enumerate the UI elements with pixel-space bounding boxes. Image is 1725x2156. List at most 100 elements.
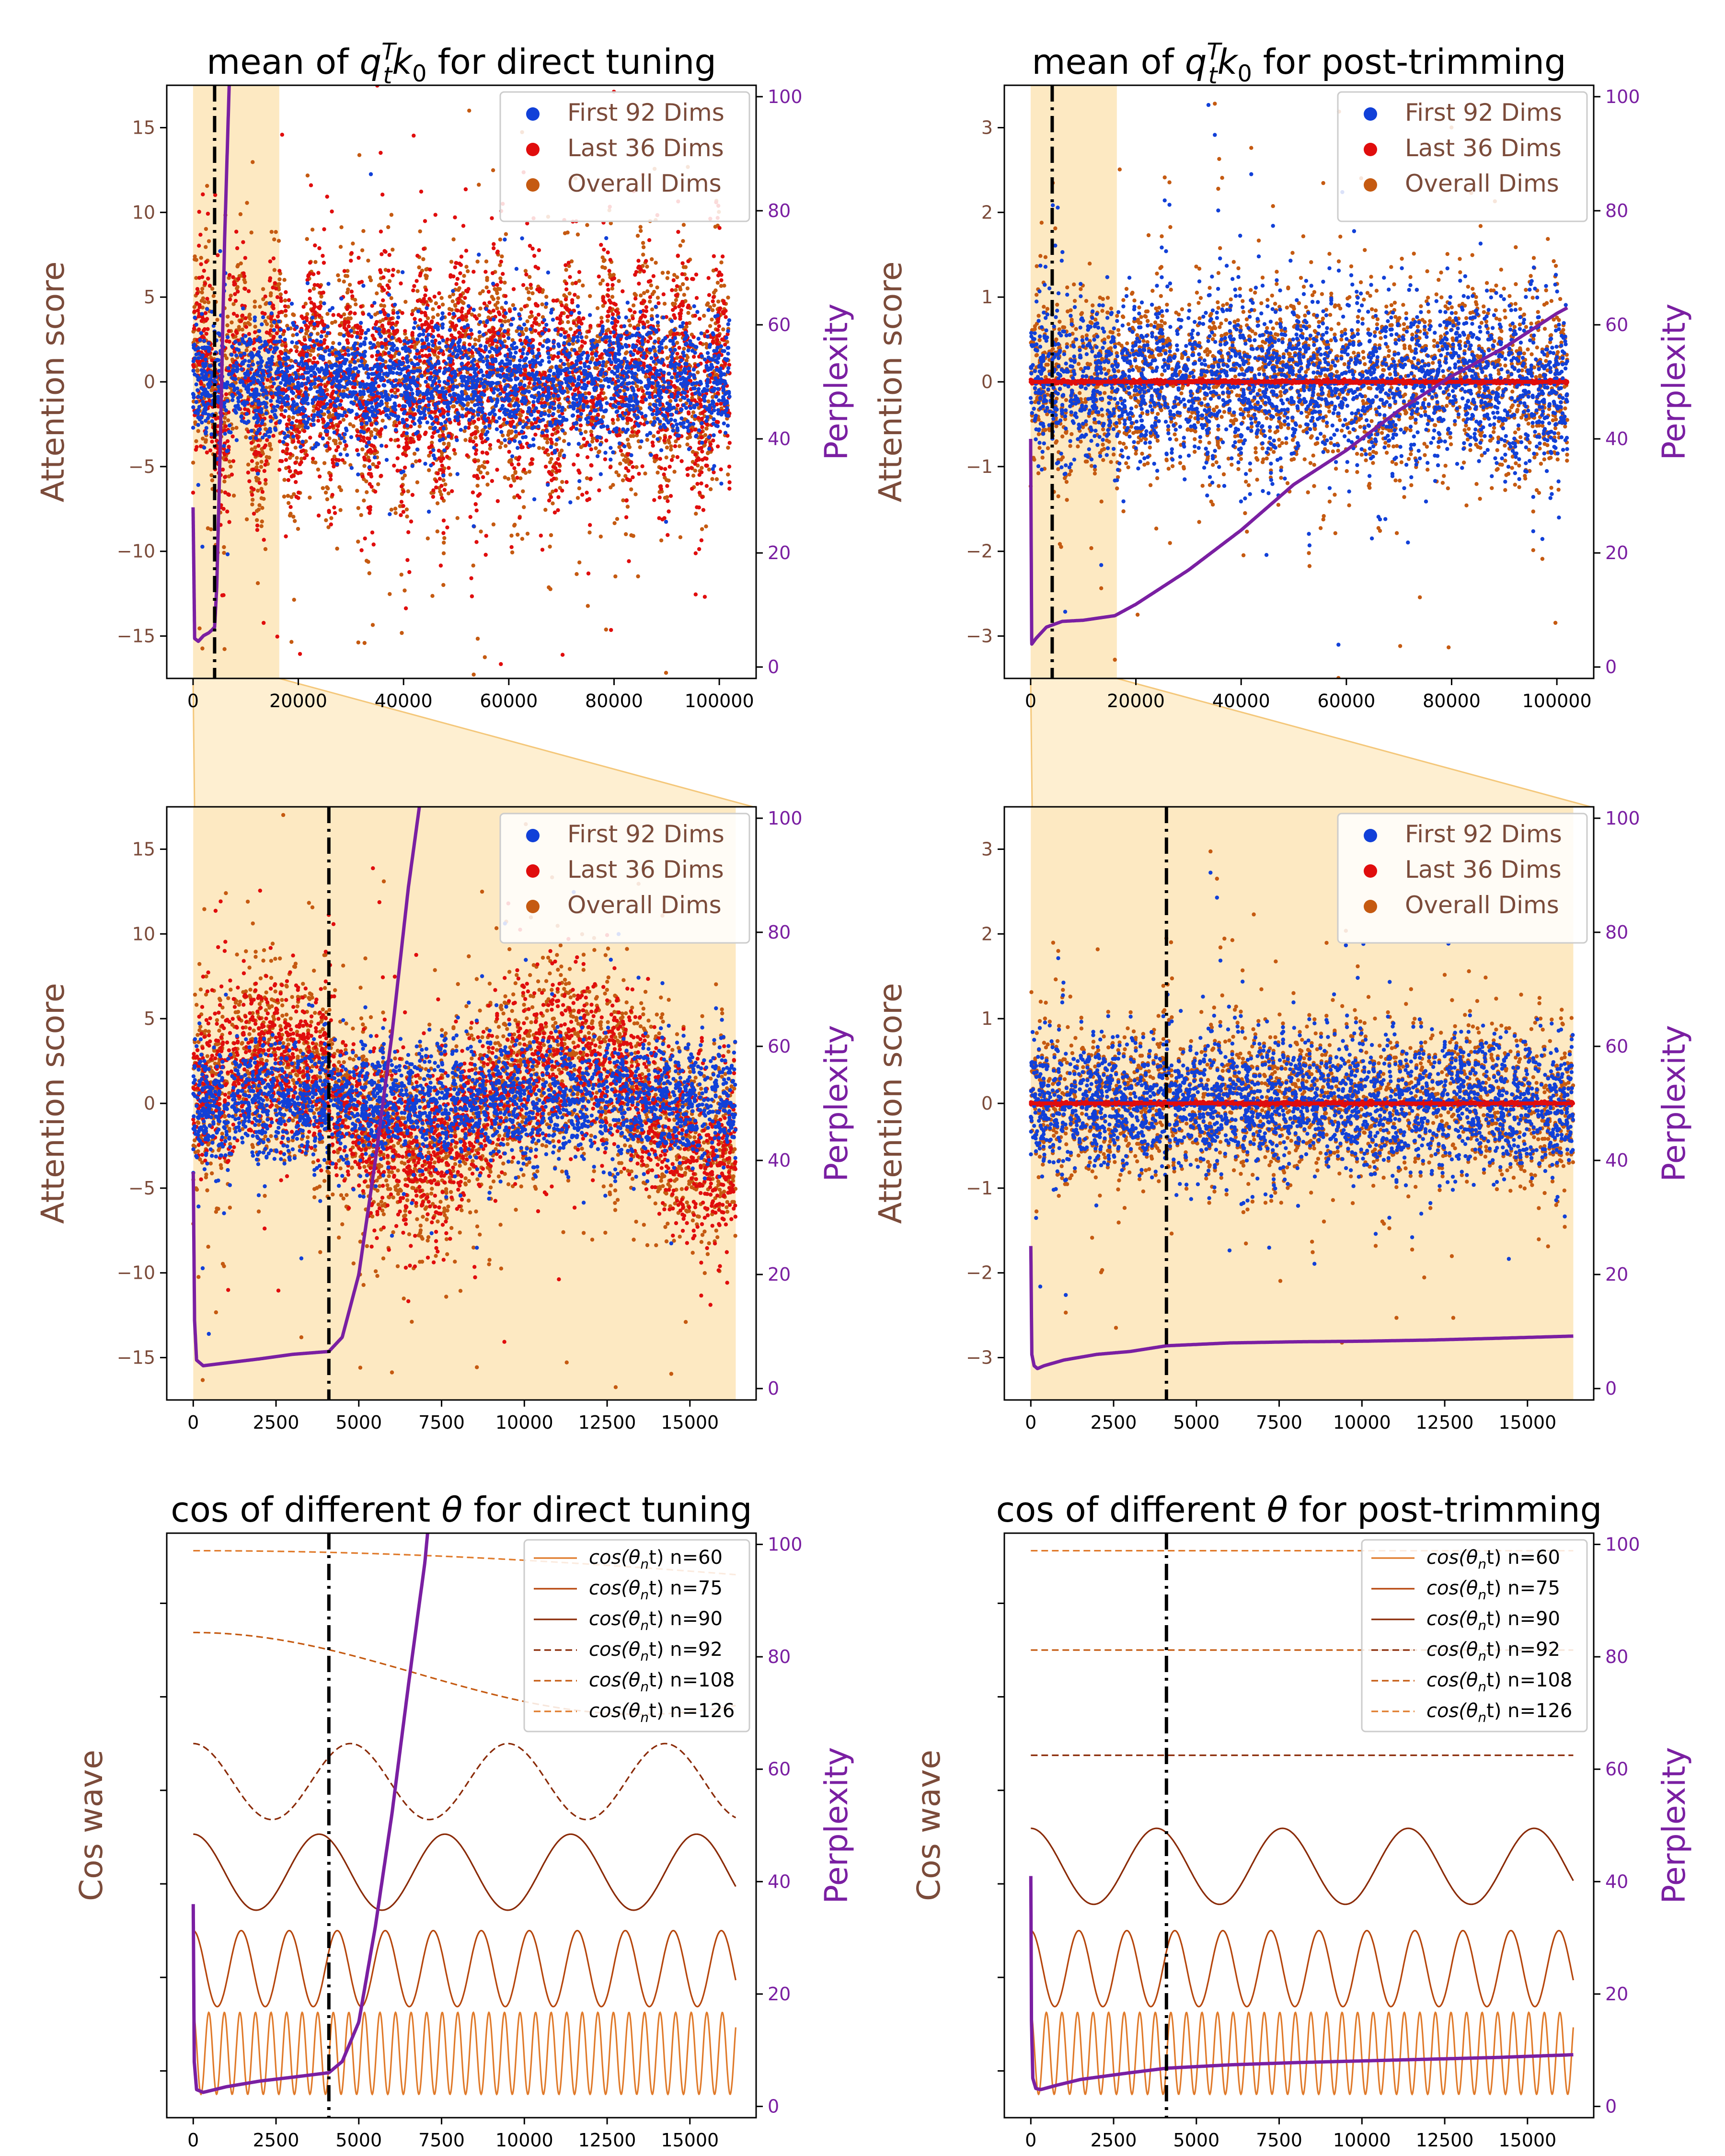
- point-last-36: [608, 465, 613, 470]
- point-last-36: [205, 450, 209, 455]
- point-last-36: [332, 464, 336, 469]
- point-overall: [396, 269, 401, 274]
- point-overall: [585, 223, 589, 227]
- point-overall: [652, 434, 656, 438]
- point-last-36: [391, 273, 395, 277]
- point-last-36: [267, 278, 272, 283]
- point-overall: [605, 319, 610, 323]
- point-last-36: [722, 301, 726, 306]
- point-overall: [250, 447, 254, 451]
- point-last-36: [412, 413, 416, 417]
- point-last-36: [523, 304, 527, 309]
- point-last-36: [308, 436, 312, 440]
- point-overall: [597, 339, 601, 344]
- point-last-36: [382, 288, 386, 292]
- point-overall: [230, 426, 235, 431]
- point-last-36: [235, 331, 239, 335]
- point-overall: [665, 478, 669, 482]
- point-overall: [604, 627, 609, 632]
- point-last-36: [693, 551, 698, 556]
- point-overall: [527, 290, 531, 295]
- point-overall: [393, 420, 398, 424]
- point-overall: [238, 212, 243, 217]
- point-overall: [681, 223, 686, 227]
- point-overall: [200, 287, 205, 291]
- point-overall: [671, 454, 675, 459]
- point-overall: [513, 470, 518, 475]
- point-last-36: [316, 271, 321, 275]
- point-last-36: [588, 476, 593, 481]
- point-overall: [575, 572, 579, 576]
- point-overall: [485, 387, 489, 391]
- point-last-36: [438, 563, 443, 568]
- point-last-36: [359, 548, 364, 552]
- point-overall: [360, 447, 365, 452]
- point-overall: [412, 451, 417, 456]
- point-overall: [200, 290, 204, 295]
- point-overall: [442, 441, 446, 446]
- point-last-36: [274, 287, 278, 291]
- point-last-36: [705, 329, 710, 333]
- point-overall: [495, 306, 499, 310]
- point-overall: [641, 252, 645, 257]
- point-overall: [325, 312, 330, 316]
- point-last-36: [344, 443, 348, 447]
- point-last-36: [647, 238, 652, 242]
- point-overall: [609, 221, 613, 226]
- point-overall: [440, 451, 444, 455]
- point-overall: [708, 487, 713, 492]
- point-overall: [364, 479, 368, 483]
- point-overall: [425, 274, 429, 278]
- point-last-36: [422, 247, 426, 251]
- point-overall: [710, 477, 714, 481]
- point-overall: [427, 468, 431, 472]
- point-overall: [668, 399, 673, 403]
- point-overall: [631, 303, 636, 308]
- point-last-36: [293, 460, 298, 465]
- point-overall: [479, 529, 483, 534]
- point-overall: [685, 286, 690, 291]
- point-last-36: [495, 468, 499, 472]
- point-overall: [636, 574, 640, 579]
- point-overall: [400, 631, 404, 635]
- point-last-36: [570, 300, 575, 305]
- point-overall: [229, 464, 233, 469]
- point-last-36: [370, 530, 375, 535]
- point-overall: [714, 372, 719, 377]
- point-overall: [246, 462, 251, 467]
- point-last-36: [230, 333, 235, 337]
- point-last-36: [309, 183, 313, 187]
- point-last-36: [617, 433, 622, 437]
- point-last-36: [701, 508, 706, 512]
- point-last-36: [284, 290, 288, 294]
- point-last-36: [197, 209, 201, 214]
- point-overall: [548, 544, 552, 549]
- point-last-36: [403, 447, 408, 452]
- point-last-36: [515, 476, 519, 480]
- point-last-36: [472, 419, 476, 424]
- point-overall: [209, 473, 214, 478]
- point-last-36: [545, 448, 549, 452]
- point-overall: [204, 227, 208, 231]
- point-last-36: [533, 317, 538, 321]
- point-last-36: [693, 461, 697, 466]
- point-last-36: [512, 466, 517, 470]
- point-overall: [667, 440, 671, 445]
- point-last-36: [278, 356, 282, 361]
- point-last-36: [663, 467, 667, 471]
- point-last-36: [499, 280, 503, 284]
- point-overall: [547, 585, 551, 590]
- point-overall: [196, 368, 200, 372]
- point-overall: [296, 527, 300, 531]
- point-last-36: [330, 209, 334, 214]
- point-last-36: [331, 460, 335, 465]
- point-last-36: [522, 468, 526, 472]
- point-last-36: [386, 268, 391, 273]
- point-last-36: [359, 304, 363, 309]
- point-overall: [691, 473, 696, 478]
- point-overall: [457, 286, 461, 290]
- point-overall: [465, 403, 470, 407]
- point-overall: [485, 482, 490, 487]
- point-overall: [475, 636, 480, 641]
- point-overall: [611, 483, 615, 487]
